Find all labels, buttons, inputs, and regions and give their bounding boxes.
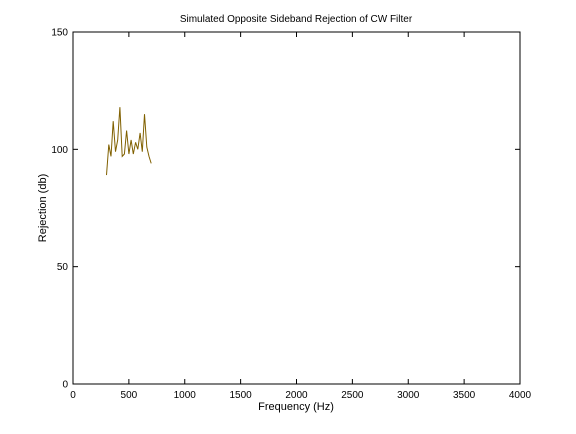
x-tick-label-2: 1000 bbox=[174, 390, 197, 401]
series-line-0 bbox=[106, 107, 152, 176]
y-tick-label-2: 100 bbox=[51, 145, 68, 156]
series-group bbox=[106, 107, 152, 176]
tick-labels: 0 500 1000 1500 2000 2500 3000 3500 4000 0 50 100 15… bbox=[51, 28, 531, 402]
ticks bbox=[72, 31, 521, 385]
x-tick-label-3: 1500 bbox=[230, 390, 253, 401]
y-tick-label-3: 150 bbox=[51, 28, 68, 39]
x-tick-label-4: 2000 bbox=[285, 390, 308, 401]
y-axis-label: Rejection (db) bbox=[37, 174, 49, 242]
y-tick-label-1: 50 bbox=[57, 262, 69, 273]
x-tick-label-1: 500 bbox=[121, 390, 138, 401]
y-tick-label-0: 0 bbox=[62, 380, 68, 391]
x-axis-label: Frequency (Hz) bbox=[258, 401, 334, 413]
x-tick-label-6: 3000 bbox=[397, 390, 420, 401]
x-tick-label-5: 2500 bbox=[341, 390, 364, 401]
chart-title: Simulated Opposite Sideband Rejection of… bbox=[180, 14, 413, 25]
x-tick-label-0: 0 bbox=[70, 390, 76, 401]
x-tick-label-8: 4000 bbox=[509, 390, 532, 401]
plot-frame bbox=[72, 31, 521, 385]
x-tick-label-7: 3500 bbox=[453, 390, 476, 401]
